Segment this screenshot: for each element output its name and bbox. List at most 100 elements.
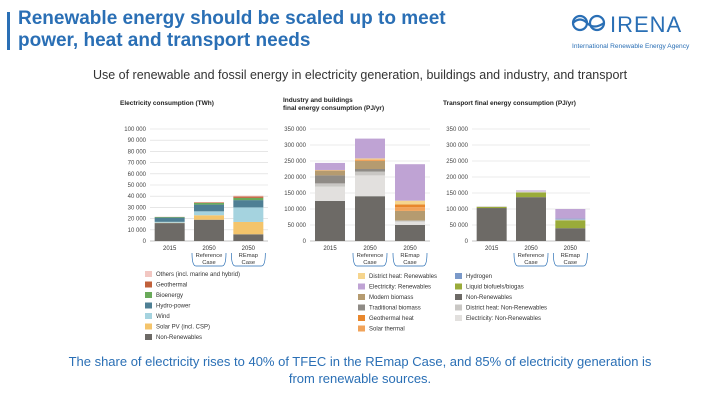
legend-swatch (358, 325, 365, 332)
legend-label: Non-Renewables (156, 335, 202, 341)
chart-title-line1: Industry and buildings (283, 97, 353, 104)
title-accent-bar (7, 12, 10, 50)
bar-segment (476, 206, 507, 209)
y-tick-label: 30 000 (128, 205, 147, 211)
bar-segment (555, 209, 586, 219)
y-tick-label: 350 000 (284, 127, 306, 133)
bar-segment (194, 215, 224, 220)
x-tick-label: 2015 (485, 246, 499, 252)
bar-segment (194, 202, 224, 203)
bar-segment (395, 164, 425, 201)
x-tick-label: 2015 (163, 246, 177, 252)
legend-label: Solar PV (incl. CSP) (156, 325, 210, 331)
bar-segment (355, 159, 385, 161)
y-tick-label: 300 000 (446, 143, 468, 149)
sublabel-bracket (191, 252, 227, 267)
legend-swatch (358, 273, 365, 279)
legend-swatch (455, 315, 462, 321)
x-sublabel-line2: Case (363, 260, 377, 266)
legend-swatch (455, 283, 462, 290)
y-tick-label: 300 000 (284, 143, 306, 149)
legend-swatch (455, 273, 462, 279)
legend-label: Hydrogen (466, 274, 492, 280)
irena-logo: IRENA International Renewable Energy Age… (571, 12, 690, 50)
bar-segment (395, 225, 425, 241)
y-tick-label: 40 000 (128, 194, 147, 200)
irena-logo-mark (571, 14, 606, 32)
x-sublabel-line1: REmap (561, 253, 580, 259)
y-tick-label: 150 000 (284, 191, 306, 197)
x-sublabel-line2: Case (202, 260, 216, 266)
bar-segment (516, 190, 546, 192)
x-tick-label: 2050 (202, 246, 216, 252)
legend-swatch (358, 315, 365, 321)
bar-segment (355, 161, 385, 169)
bar-segment (395, 207, 425, 211)
bar-segment (555, 220, 586, 229)
bar-segment (355, 138, 385, 159)
legend-label: Bioenergy (156, 293, 183, 299)
bar-segment (355, 169, 385, 172)
y-tick-label: 50 000 (288, 223, 307, 229)
legend-3: Hydrogen Liquid biofuels/biogas Non-Renewa… (455, 273, 547, 322)
y-tick-label: 150 000 (446, 191, 468, 197)
sublabel-bracket (513, 252, 549, 267)
bar-segment (395, 204, 425, 208)
legend-label: District heat: Non-Renewables (466, 306, 547, 312)
footer-note: The share of electricity rises to 40% of… (20, 353, 700, 387)
x-sublabel-line2: Case (403, 260, 417, 266)
chart-title: Electricity consumption (TWh) (120, 100, 214, 107)
legend-label: Electricity: Non-Renewables (466, 316, 541, 322)
bar-segment (233, 197, 264, 201)
bar-segment (154, 221, 185, 223)
bar-segment (516, 192, 546, 198)
bar-segment (194, 204, 224, 212)
y-tick-label: 50 000 (128, 183, 147, 189)
bar-segment (315, 170, 345, 176)
chart-title-line2: final energy consumption (PJ/yr) (283, 105, 384, 112)
legend-swatch (145, 271, 152, 277)
bar-segment (233, 196, 264, 198)
bar-segment (233, 200, 264, 208)
x-sublabel-line2: Case (524, 260, 538, 266)
irena-logo-subtext: International Renewable Energy Agency (572, 43, 690, 50)
bar-segment (233, 221, 264, 235)
bar-segment (355, 158, 385, 160)
y-tick-label: 0 (143, 239, 147, 245)
sublabel-bracket (352, 252, 388, 267)
x-sublabel-line1: REmap (239, 253, 258, 259)
bar-segment (555, 218, 586, 220)
x-sublabel-line1: REmap (400, 253, 419, 259)
sublabel-bracket (230, 252, 266, 267)
bar-segment (355, 175, 385, 197)
irena-logo-text: IRENA (610, 12, 682, 37)
bar-segment (395, 220, 425, 222)
bar-segment (315, 183, 345, 187)
legend-swatch (358, 304, 365, 311)
bar-segment (315, 162, 345, 170)
bar-segment (516, 191, 546, 193)
legend-swatch (145, 292, 152, 298)
legend-label: Electricity: Renewables (369, 285, 431, 291)
y-tick-label: 350 000 (446, 127, 468, 133)
y-tick-label: 10 000 (128, 228, 147, 234)
x-tick-label: 2015 (323, 246, 337, 252)
bar-segment (395, 221, 425, 225)
legend-swatch (455, 294, 462, 300)
chart-1: Electricity consumption (TWh) 0 10 000 20 0… (120, 100, 268, 267)
legend-label: Modern biomass (369, 295, 413, 301)
bar-segment (355, 171, 385, 176)
chart-subtitle: Use of renewable and fossil energy in el… (92, 68, 628, 82)
bar-segment (194, 202, 224, 205)
bar-segment (233, 207, 264, 222)
y-tick-label: 0 (465, 239, 469, 245)
bar-segment (233, 234, 264, 241)
bar-segment (154, 217, 185, 222)
legend-swatch (145, 323, 152, 330)
legend-label: Liquid biofuels/biogas (466, 285, 524, 291)
bar-segment (555, 219, 586, 221)
x-tick-label: 2050 (564, 246, 578, 252)
x-sublabel-line1: Reference (518, 253, 545, 259)
legend-label: Others (incl. marine and hybrid) (156, 272, 240, 278)
